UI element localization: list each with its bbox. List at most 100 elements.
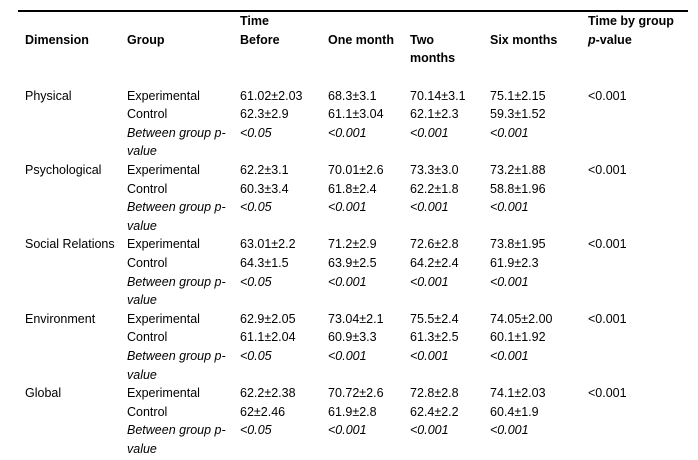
time-by-group-cell: <0.001 xyxy=(588,88,627,103)
value-cell: <0.001 xyxy=(410,423,449,438)
value-cell: <0.001 xyxy=(490,125,529,140)
group-cell: Experimental xyxy=(127,88,200,103)
table-row-psychological-between-group: Between group p-value <0.05 <0.001 <0.00… xyxy=(18,198,688,235)
group-cell: Between group p-value xyxy=(127,274,226,308)
value-cell: 62.1±2.3 xyxy=(410,107,459,122)
value-cell: <0.001 xyxy=(490,423,529,438)
table-row-global-control: Control 62±2.46 61.9±2.8 62.4±2.2 60.4±1… xyxy=(18,403,688,422)
col-header-time-label: Time xyxy=(240,14,269,28)
dimension-cell xyxy=(18,347,120,384)
group-cell: Control xyxy=(127,181,168,196)
group-cell: Control xyxy=(127,404,168,419)
value-cell: 63.9±2.5 xyxy=(328,255,377,270)
group-cell: Control xyxy=(127,107,168,122)
value-cell: 59.3±1.52 xyxy=(490,107,546,122)
table-row-physical-control: Control 62.3±2.9 61.1±3.04 62.1±2.3 59.3… xyxy=(18,105,688,124)
value-cell: 61.8±2.4 xyxy=(328,181,377,196)
value-cell: 62.2±2.38 xyxy=(240,386,296,401)
dimension-cell xyxy=(18,254,120,273)
col-header-six-months-label: Six months xyxy=(490,32,558,47)
header-row: Dimension Group Time Before One month Tw… xyxy=(18,11,688,87)
col-header-time-by-group-label: Time by group xyxy=(588,14,674,28)
table-row-social-relations-between-group: Between group p-value <0.05 <0.001 <0.00… xyxy=(18,273,688,310)
table-row-physical-experimental: Physical Experimental 61.02±2.03 68.3±3.… xyxy=(18,87,688,106)
table-row-social-relations-control: Control 64.3±1.5 63.9±2.5 64.2±2.4 61.9±… xyxy=(18,254,688,273)
value-cell: <0.001 xyxy=(328,274,367,289)
group-cell: Between group p-value xyxy=(127,348,226,382)
value-cell: 61.9±2.8 xyxy=(328,404,377,419)
col-header-one-month-label: One month xyxy=(328,32,394,47)
value-cell: <0.001 xyxy=(328,348,367,363)
results-table: Dimension Group Time Before One month Tw… xyxy=(18,10,688,458)
table-row-social-relations-experimental: Social Relations Experimental 63.01±2.2 … xyxy=(18,235,688,254)
value-cell: 72.6±2.8 xyxy=(410,237,459,252)
value-cell: <0.001 xyxy=(410,348,449,363)
col-header-before-label: Before xyxy=(240,32,280,47)
value-cell: 68.3±3.1 xyxy=(328,88,377,103)
dimension-cell xyxy=(18,328,120,347)
col-header-dimension-label: Dimension xyxy=(25,32,89,47)
value-cell: <0.001 xyxy=(328,200,367,215)
table-row-global-between-group: Between group p-value <0.05 <0.001 <0.00… xyxy=(18,421,688,458)
dimension-cell: Social Relations xyxy=(25,237,115,252)
value-cell: 62±2.46 xyxy=(240,404,286,419)
value-cell: 70.14±3.1 xyxy=(410,88,466,103)
value-cell: 60.4±1.9 xyxy=(490,404,539,419)
time-by-group-cell xyxy=(581,403,688,422)
value-cell: 61.3±2.5 xyxy=(410,330,459,345)
value-cell: 61.9±2.3 xyxy=(490,255,539,270)
col-header-two-months-line2: months xyxy=(410,51,456,66)
dimension-cell xyxy=(18,198,120,235)
value-cell: 75.5±2.4 xyxy=(410,311,459,326)
group-cell: Between group p-value xyxy=(127,200,226,233)
table-row-environment-experimental: Environment Experimental 62.9±2.05 73.04… xyxy=(18,310,688,329)
value-cell: 73.2±1.88 xyxy=(490,162,546,177)
value-cell: 60.1±1.92 xyxy=(490,330,546,345)
col-header-one-month: One month xyxy=(321,11,403,87)
group-cell: Between group p-value xyxy=(127,125,226,159)
value-cell: 63.01±2.2 xyxy=(240,237,296,252)
col-header-two-months: Two months xyxy=(403,11,483,87)
value-cell: 62.2±3.1 xyxy=(240,162,289,177)
pvalue-suffix: -value xyxy=(595,32,632,47)
value-cell: 62.9±2.05 xyxy=(240,311,296,326)
col-header-dimension: Dimension xyxy=(18,11,120,87)
group-cell: Between group p-value xyxy=(127,423,226,456)
dimension-cell: Psychological xyxy=(25,162,102,177)
value-cell: 73.8±1.95 xyxy=(490,237,546,252)
value-cell: <0.05 xyxy=(240,274,272,289)
value-cell: <0.001 xyxy=(328,423,367,438)
value-cell: 61.1±2.04 xyxy=(240,330,296,345)
table-row-global-experimental: Global Experimental 62.2±2.38 70.72±2.6 … xyxy=(18,384,688,403)
dimension-cell xyxy=(18,124,120,161)
value-cell: 70.72±2.6 xyxy=(328,386,384,401)
value-cell: 62.3±2.9 xyxy=(240,107,289,122)
value-cell: 72.8±2.8 xyxy=(410,386,459,401)
value-cell: <0.001 xyxy=(490,200,529,215)
col-header-group-label: Group xyxy=(127,32,165,47)
value-cell: 73.04±2.1 xyxy=(328,311,384,326)
dimension-cell xyxy=(18,421,120,458)
value-cell: <0.05 xyxy=(240,348,272,363)
value-cell: 61.1±3.04 xyxy=(328,107,384,122)
value-cell: <0.001 xyxy=(410,125,449,140)
group-cell: Experimental xyxy=(127,162,200,177)
col-header-time-before: Time Before xyxy=(233,11,321,87)
group-cell: Control xyxy=(127,330,168,345)
time-by-group-cell xyxy=(581,198,688,235)
table-row-psychological-control: Control 60.3±3.4 61.8±2.4 62.2±1.8 58.8±… xyxy=(18,180,688,199)
dimension-cell: Physical xyxy=(25,88,72,103)
col-header-pvalue-label: p-value xyxy=(588,31,688,50)
time-by-group-cell: <0.001 xyxy=(588,386,627,401)
value-cell: 71.2±2.9 xyxy=(328,237,377,252)
dimension-cell xyxy=(18,180,120,199)
col-header-time-by-group-pvalue: Time by group p-value xyxy=(581,11,688,87)
value-cell: <0.001 xyxy=(410,200,449,215)
value-cell: <0.001 xyxy=(328,125,367,140)
group-cell: Experimental xyxy=(127,386,200,401)
value-cell: <0.001 xyxy=(410,274,449,289)
time-by-group-cell: <0.001 xyxy=(588,162,627,177)
time-by-group-cell xyxy=(581,124,688,161)
dimension-cell xyxy=(18,403,120,422)
